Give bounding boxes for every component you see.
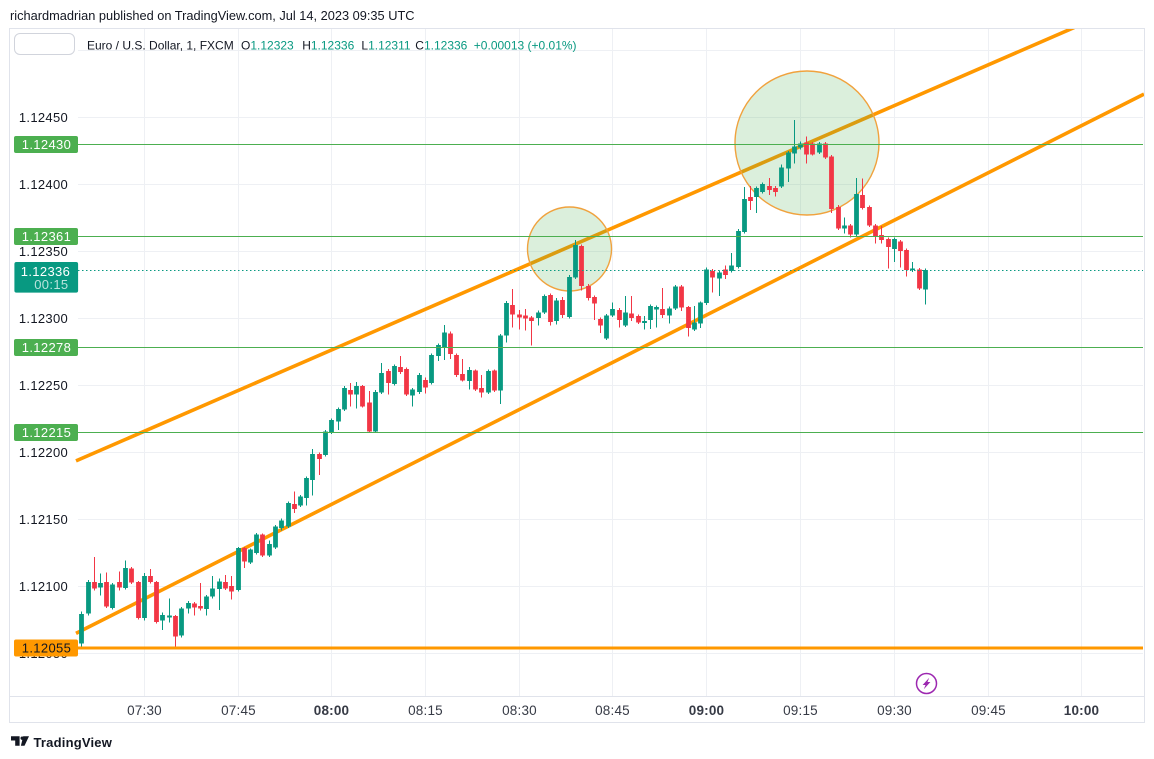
- svg-text:1.12200: 1.12200: [19, 445, 68, 460]
- svg-text:08:45: 08:45: [595, 703, 630, 718]
- svg-text:07:30: 07:30: [127, 703, 162, 718]
- svg-text:09:15: 09:15: [783, 703, 818, 718]
- svg-text:1.12055: 1.12055: [22, 641, 71, 656]
- svg-text:1.12361: 1.12361: [22, 229, 71, 244]
- svg-text:09:00: 09:00: [689, 703, 725, 718]
- svg-text:09:45: 09:45: [971, 703, 1006, 718]
- svg-text:Euro / U.S. Dollar, 1, FXCM: Euro / U.S. Dollar, 1, FXCM: [87, 38, 234, 52]
- svg-text:08:30: 08:30: [502, 703, 537, 718]
- svg-text:1.12278: 1.12278: [22, 340, 71, 355]
- svg-text:09:30: 09:30: [877, 703, 912, 718]
- svg-text:L1.12311: L1.12311: [361, 38, 411, 52]
- svg-text:O1.12323: O1.12323: [241, 38, 294, 52]
- svg-text:1.12430: 1.12430: [22, 137, 71, 152]
- svg-text:1.12336: 1.12336: [21, 264, 70, 279]
- svg-text:07:45: 07:45: [221, 703, 256, 718]
- svg-text:1.12215: 1.12215: [22, 425, 71, 440]
- svg-text:08:15: 08:15: [408, 703, 443, 718]
- svg-text:1.12400: 1.12400: [19, 177, 68, 192]
- svg-text:1.12150: 1.12150: [19, 512, 68, 527]
- svg-text:08:00: 08:00: [314, 703, 350, 718]
- svg-text:1.12250: 1.12250: [19, 378, 68, 393]
- svg-text:00:15: 00:15: [34, 277, 68, 292]
- svg-text:10:00: 10:00: [1064, 703, 1100, 718]
- svg-text:C1.12336: C1.12336: [415, 38, 467, 52]
- svg-text:1.12300: 1.12300: [19, 311, 68, 326]
- svg-text:1.12350: 1.12350: [19, 244, 68, 259]
- svg-text:1.12100: 1.12100: [19, 579, 68, 594]
- svg-text:+0.00013 (+0.01%): +0.00013 (+0.01%): [474, 38, 577, 52]
- svg-text:H1.12336: H1.12336: [302, 38, 354, 52]
- svg-text:1.12450: 1.12450: [19, 110, 68, 125]
